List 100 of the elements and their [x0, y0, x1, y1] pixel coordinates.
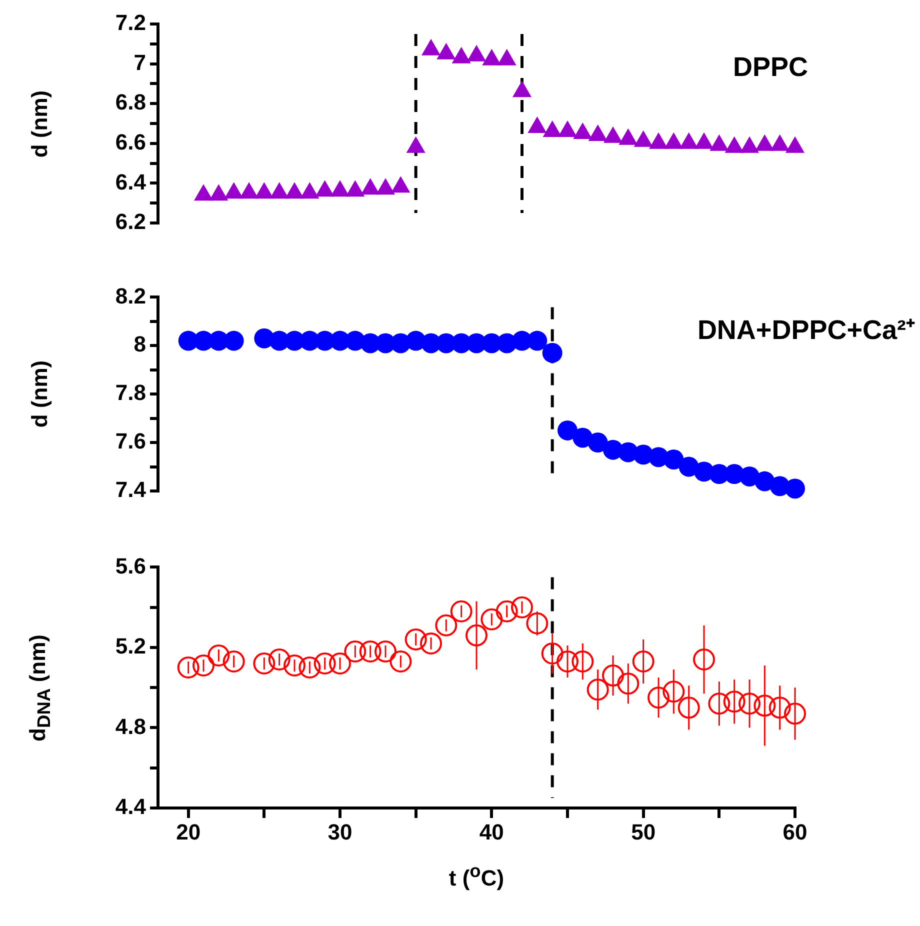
x-axis-title: t ($^{o}$C)	[448, 860, 504, 892]
point	[770, 134, 790, 151]
x-tick-label: 20	[176, 819, 201, 844]
point	[194, 184, 214, 201]
point	[374, 640, 396, 662]
point	[542, 120, 562, 137]
point	[738, 692, 760, 715]
y-tick-label: 6.6	[115, 129, 146, 154]
point	[209, 184, 228, 201]
point	[724, 136, 744, 153]
point	[390, 650, 412, 673]
y-tick-label: 5.2	[115, 634, 146, 659]
y-tick-label: 4.4	[115, 794, 147, 820]
point	[632, 650, 654, 673]
point	[768, 696, 791, 719]
point	[784, 702, 806, 725]
point	[710, 134, 729, 151]
annotation: DNA+DPPC+Ca²⁺	[697, 314, 915, 347]
point	[586, 678, 609, 701]
point	[785, 136, 805, 153]
y-tick-label: 6.2	[115, 209, 146, 234]
point	[268, 648, 290, 671]
y-tick-label: 7	[134, 50, 146, 75]
y-tick-label: 8	[134, 332, 146, 357]
point	[346, 180, 365, 197]
point	[298, 656, 321, 679]
point	[694, 132, 714, 149]
point	[511, 596, 533, 618]
point	[329, 652, 351, 675]
point	[496, 600, 518, 622]
point	[708, 692, 730, 715]
point	[452, 46, 471, 64]
y-tick-label: 5.6	[115, 553, 146, 578]
point	[755, 134, 774, 151]
point	[177, 656, 200, 679]
point	[556, 650, 578, 673]
point	[678, 696, 700, 719]
point	[420, 632, 442, 654]
point	[315, 180, 334, 197]
point	[450, 600, 472, 622]
y-tick-label: 7.2	[115, 10, 146, 36]
point	[404, 628, 427, 650]
point	[482, 48, 502, 66]
point	[679, 132, 698, 149]
point	[573, 122, 592, 139]
x-tick-label: 50	[631, 819, 656, 844]
point	[254, 182, 274, 199]
point	[466, 624, 488, 646]
point	[648, 132, 668, 149]
point	[224, 182, 244, 199]
point	[617, 672, 640, 695]
point	[300, 182, 320, 199]
point	[466, 44, 486, 62]
y-axis-title: d (nm)	[27, 360, 53, 428]
point	[541, 642, 564, 664]
point	[253, 652, 276, 675]
y-tick-label: 4.8	[115, 714, 146, 739]
point	[497, 48, 516, 66]
point	[222, 650, 245, 673]
y-tick-label: 6.8	[115, 90, 146, 115]
point	[284, 654, 306, 677]
point	[270, 182, 289, 199]
point	[618, 128, 638, 145]
annotation: DPPC	[732, 52, 808, 83]
point	[436, 42, 456, 60]
point	[558, 420, 578, 440]
point	[588, 124, 608, 141]
y-tick-label: 7.8	[115, 380, 146, 406]
point	[558, 120, 578, 137]
point	[526, 612, 548, 634]
point	[740, 136, 760, 153]
point	[239, 182, 259, 199]
point	[192, 654, 214, 677]
point	[723, 690, 746, 713]
point	[330, 180, 350, 197]
point	[588, 432, 608, 453]
x-tick-label: 60	[782, 819, 808, 844]
point	[284, 182, 304, 199]
point	[693, 648, 715, 671]
point	[359, 640, 382, 662]
y-axis-title: d (nm)	[27, 90, 53, 158]
point	[603, 126, 623, 143]
y-tick-label: 6.4	[115, 169, 147, 194]
x-tick-label: 40	[479, 819, 504, 844]
point	[648, 686, 670, 709]
point	[572, 650, 594, 673]
point	[662, 680, 685, 703]
point	[542, 342, 562, 363]
point	[376, 178, 396, 195]
point	[344, 640, 366, 662]
point	[391, 176, 410, 193]
x-tick-label: 30	[328, 819, 352, 844]
point	[634, 130, 653, 147]
point	[421, 38, 441, 56]
point	[314, 652, 336, 675]
y-tick-label: 7.6	[115, 428, 146, 454]
y-tick-label: 7.4	[115, 477, 147, 502]
point	[528, 116, 547, 133]
point	[602, 664, 624, 687]
point	[664, 450, 684, 470]
